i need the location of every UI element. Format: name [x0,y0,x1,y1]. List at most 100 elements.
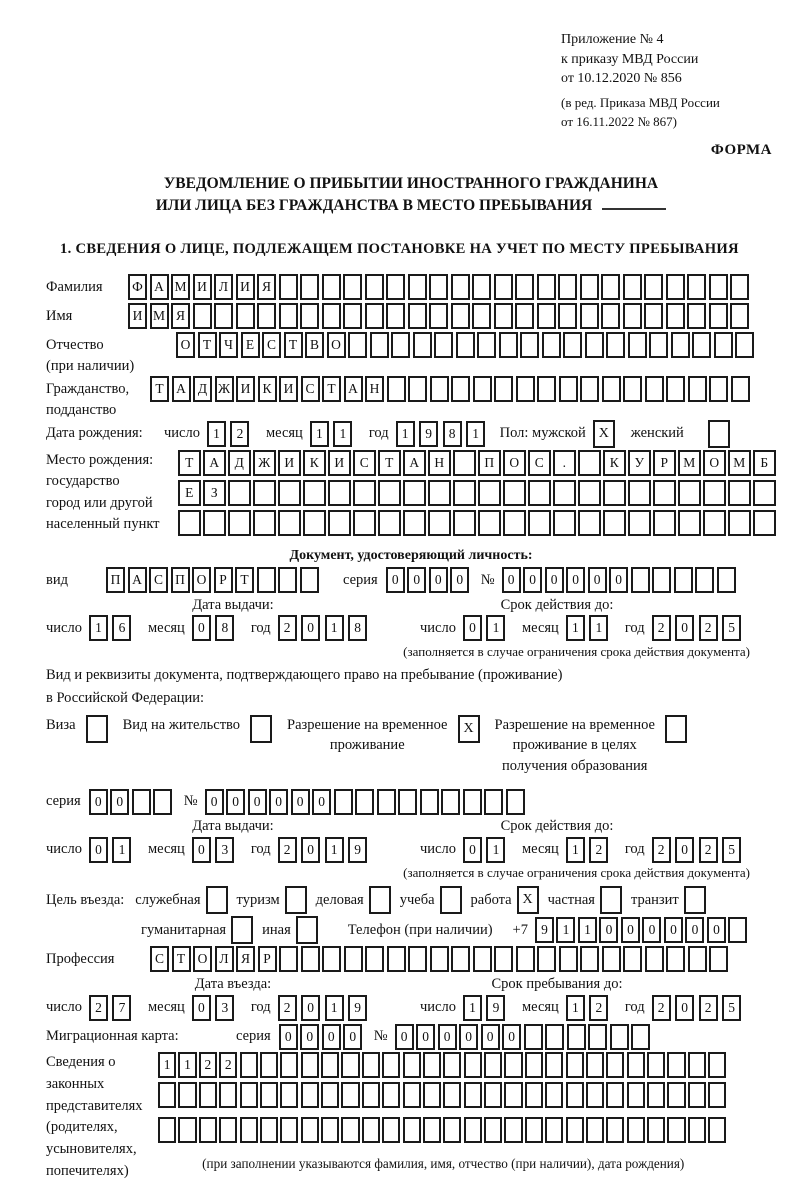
grid-cell [478,479,501,506]
series-label: серия [343,571,378,588]
grid-cell-filled: 5 [722,994,742,1021]
permit-label: Виза [46,716,76,733]
grid-cell-filled: С [300,375,320,402]
grid-cell-filled: Т [178,449,201,476]
grid-cell [472,273,491,300]
field-label: Место рождения: [46,451,154,468]
grid-cell-filled: Т [378,449,401,476]
field-label: Фамилия [46,278,103,295]
grid-cell-filled: 0 [437,1023,457,1050]
grid-cell [653,509,676,536]
day-label: число [420,999,456,1015]
grid-cell-filled: И [235,273,255,300]
grid-cell [653,479,676,506]
form-title-line2-text: ИЛИ ЛИЦА БЕЗ ГРАЖДАНСТВА В МЕСТО ПРЕБЫВА… [155,196,593,214]
grid-cell [728,917,748,943]
grid-cell-filled: 1 [556,917,576,943]
grid-cell-filled: 9 [419,420,439,447]
birth-place: Место рождения: государство город или друг… [46,449,778,545]
field-label: Миграционная карта: [46,1028,179,1044]
grid-cell-filled: 0 [462,836,482,863]
grid-cell-filled: 0 [247,788,267,815]
grid-cell [493,273,513,300]
identity-dates: число 1 6 месяц 0 8 год 2 0 1 8 число 0 1 месяц 1 1 год 2 0… [46,615,776,642]
phone-label: Телефон (при наличии) [347,921,493,938]
header-line-small: (в ред. Приказа МВД России [561,94,720,110]
grid-cell [678,509,701,536]
visit-purpose: Цель въезда: служебная туризм деловая учеба р… [46,886,776,914]
column-header-left: Дата въезда: [194,976,272,992]
grid-cell [623,946,642,972]
grid-cell [579,273,599,300]
check-label: транзит [630,891,679,908]
form-label: ФОРМА [710,141,772,158]
grid-cell [300,302,319,329]
sex-male-label: Пол: мужской [499,425,586,441]
section1-heading: 1. СВЕДЕНИЯ О ЛИЦЕ, ПОДЛЕЖАЩЕМ ПОСТАНОВК… [60,240,739,257]
grid-cell-filled: 2 [698,836,718,863]
grid-cell [703,509,726,536]
grid-cell [667,1117,686,1143]
grid-cell [341,1117,360,1143]
grid-cell [259,1052,279,1078]
check-label: работа [470,891,512,908]
grid-cell [402,1082,421,1108]
given-name: Имя И М Я [46,302,776,330]
grid-cell [585,1082,605,1108]
field-label: вид [46,571,68,588]
grid-cell [408,946,427,972]
grid-cell [328,479,351,506]
phone-prefix: +7 [512,921,528,938]
grid-cell [321,1117,340,1143]
grid-cell [382,1082,401,1108]
grid-cell-filled: И [192,273,212,300]
field-label: Имя [46,307,73,324]
grid-cell [626,1117,645,1143]
grid-cell-filled: Б [753,449,776,476]
grid-cell-filled: А [149,273,169,300]
grid-cell-filled: О [192,567,211,593]
grid-cell [565,1052,584,1078]
grid-cell-filled: 0 [191,615,211,641]
grid-cell [278,479,301,506]
grid-cell-filled: 1 [577,917,597,943]
form-title-line1: УВЕДОМЛЕНИЕ О ПРИБЫТИИ ИНОСТРАННОГО ГРАЖ… [163,174,659,192]
grid-cell [429,302,448,329]
grid-cell [730,302,749,329]
grid-cell [578,509,601,536]
grid-cell [649,331,668,358]
grid-cell [504,1052,523,1078]
residence-doc-line1: Вид и реквизиты документа, подтверждающе… [46,666,563,683]
birth-date: Дата рождения: число 1 2 месяц 1 1 год 1 9 8 1 Пол: … [46,419,776,448]
grid-cell [667,1082,686,1108]
grid-cell [259,1117,279,1143]
header-line-small: от 16.11.2022 № 867) [561,114,678,129]
patronymic: Отчество (при наличии) О Т Ч Е С Т В О [46,331,776,374]
grid-cell [622,302,642,329]
legal-representatives-grid: 1 1 2 2 (при заполнении указываются фамилия,… [158,1052,729,1172]
grid-cell-filled: 1 [565,836,585,863]
grid-cell [695,567,715,593]
grid-cell-filled: 0 [269,788,289,815]
permit-dates: число 0 1 месяц 0 3 год 2 0 1 9 число 0 1 месяц 1 2 год 2 0… [46,836,776,863]
grid-cell [333,788,353,815]
grid-cell-filled: 0 [301,994,321,1021]
number-label: № [480,571,495,588]
grid-cell [428,479,451,506]
grid-cell [666,946,685,972]
grid-cell-filled: М [678,449,701,476]
grid-cell-filled: 2 [589,836,609,863]
grid-cell-filled: Д [193,375,212,402]
column-header-right: Срок пребывания до: [491,976,623,992]
grid-cell [630,567,650,593]
grid-cell [158,1082,177,1108]
check-label: деловая [315,891,364,908]
